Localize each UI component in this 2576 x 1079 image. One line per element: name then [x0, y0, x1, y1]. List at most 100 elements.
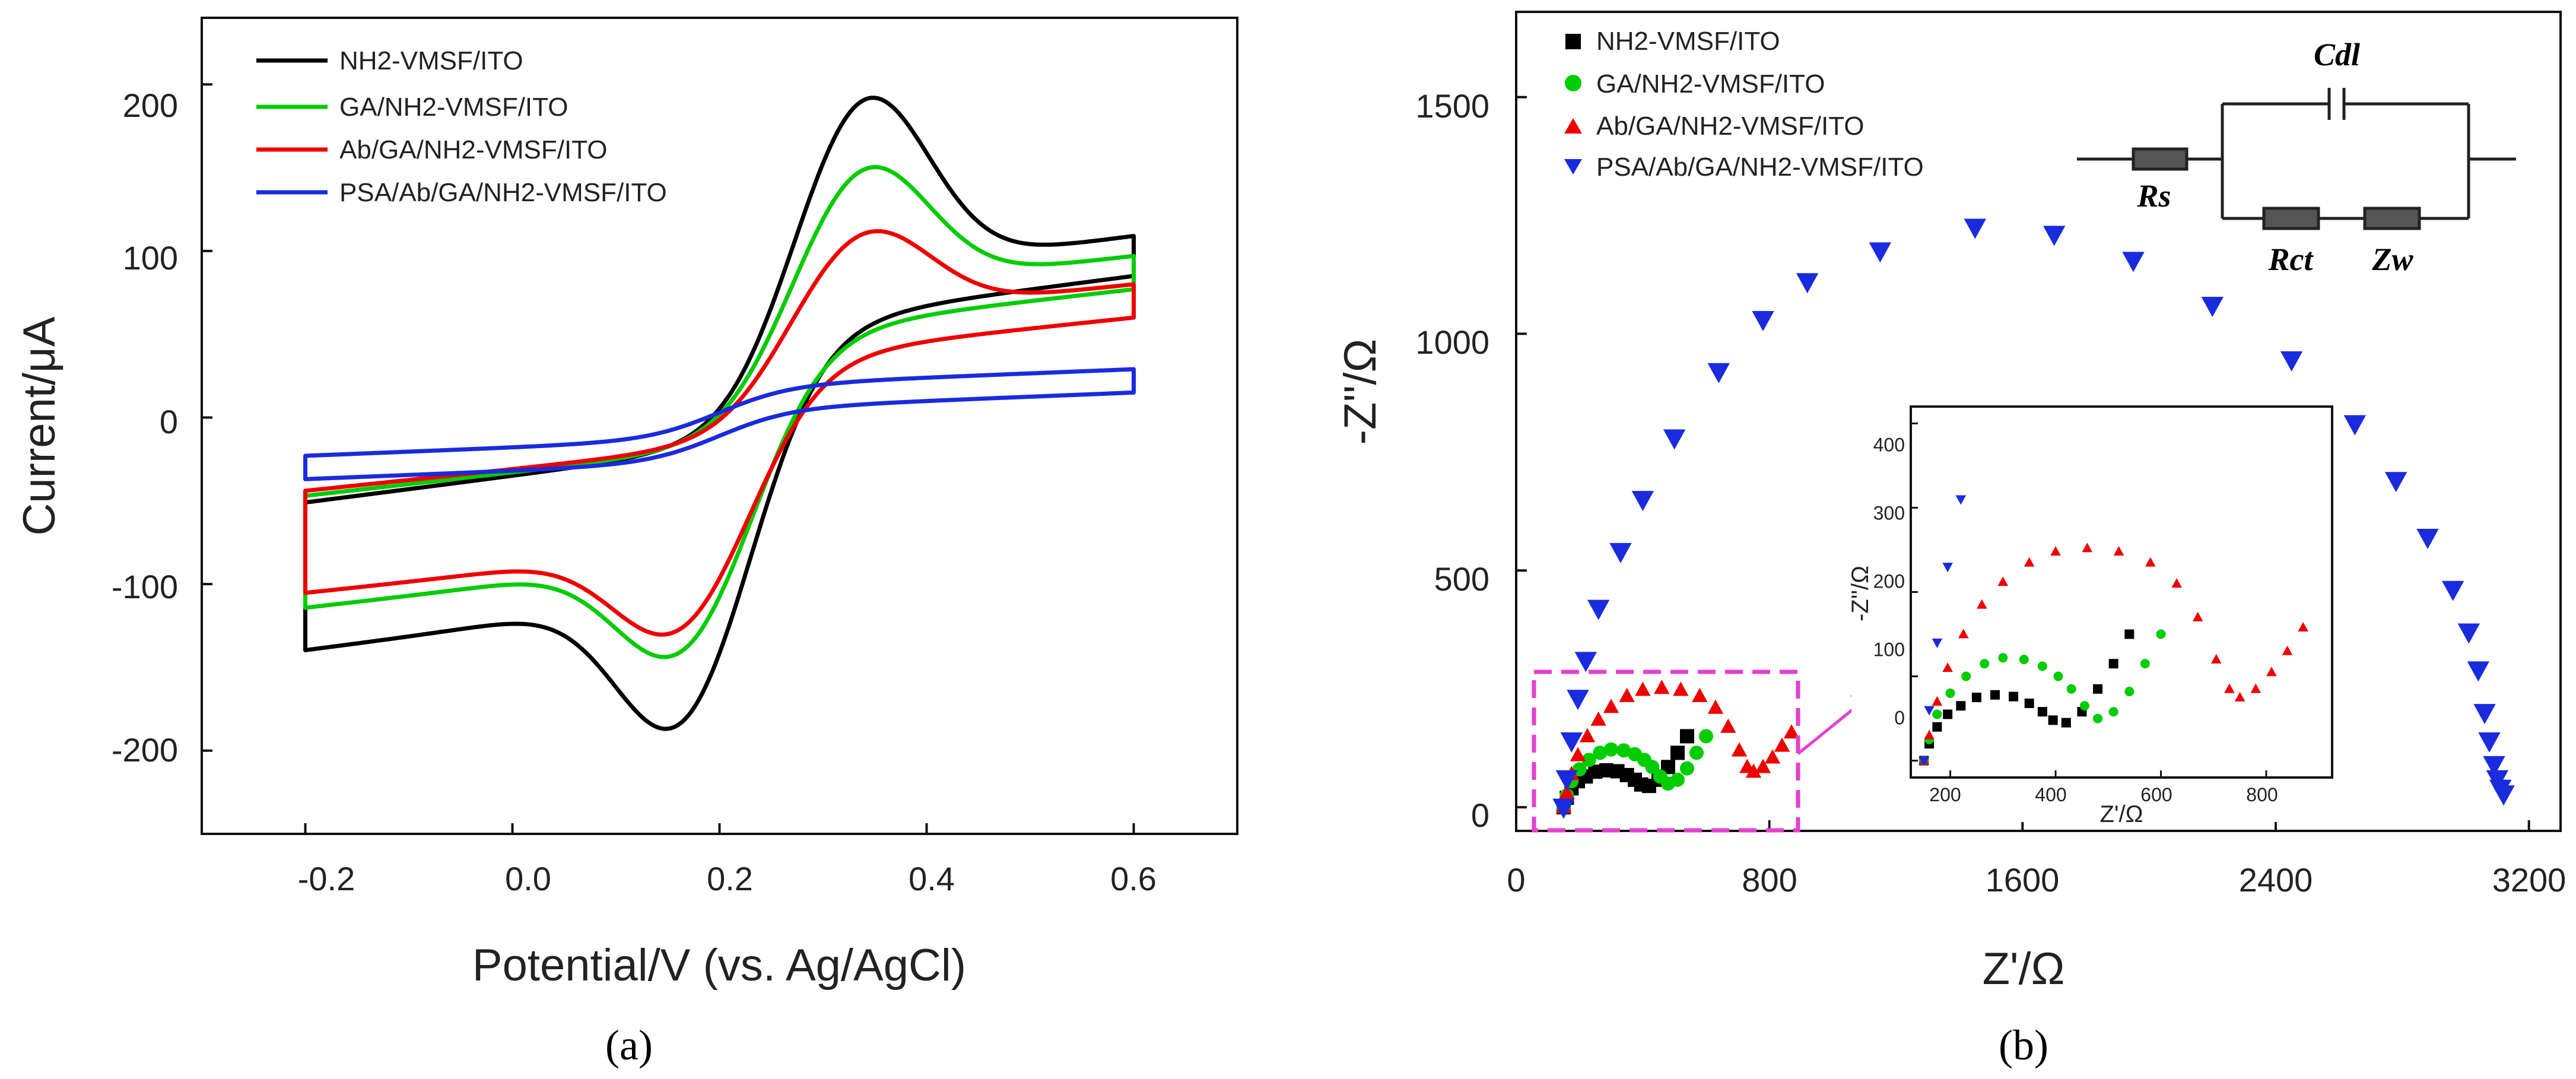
b-legend: NH2-VMSF/ITO GA/NH2-VMSF/ITO Ab/GA/NH2-V…: [1564, 27, 1924, 182]
b-legend-marker-square: [1565, 34, 1581, 49]
b-zoom-arrow: [1797, 702, 1862, 755]
inset-point-series-3: [1958, 629, 1969, 639]
b-xtick: 2400: [2239, 861, 2313, 899]
inset-point-series-3: [2224, 683, 2235, 693]
inset-point-series-2: [2108, 707, 2118, 717]
b-xtick: 3200: [2492, 861, 2567, 899]
b-legend-marker-triangle: [1564, 118, 1582, 134]
inset-point-series-3: [2298, 621, 2308, 631]
inset-point-series-1: [1971, 693, 1981, 703]
inset-point-series-3: [2250, 683, 2261, 693]
a-ytick: 0: [160, 403, 178, 440]
b-point-series-3: [1654, 680, 1670, 694]
inset-point-series-4: [1924, 706, 1935, 716]
inset-point-series-2: [2037, 661, 2047, 671]
a-ytick: 200: [123, 87, 178, 124]
b-ylabel: -Z''/Ω: [1335, 339, 1386, 445]
b-xlabel: Z'/Ω: [1983, 944, 2065, 994]
b-inset: 200 400 600 800 0 100 200 300 400 Z'/Ω -…: [1847, 392, 2333, 827]
b-point-series-4: [2467, 661, 2490, 682]
b-point-series-1: [1680, 729, 1694, 744]
b-point-series-4: [1752, 311, 1774, 332]
b-point-series-3: [1590, 711, 1606, 726]
inset-point-series-1: [1956, 701, 1966, 711]
a-cv-curve-3: [303, 229, 1136, 637]
b-point-series-3: [1603, 699, 1619, 713]
inset-point-series-3: [1977, 599, 1987, 609]
b-point-series-3: [1619, 687, 1635, 702]
inset-xtick: 200: [1929, 784, 1961, 805]
b-point-series-4: [2483, 756, 2505, 776]
b-point-series-2: [1581, 753, 1596, 767]
b-point-series-1: [1670, 745, 1685, 760]
inset-ytick: 400: [1873, 434, 1905, 455]
b-legend-marker-triangle-down: [1564, 159, 1582, 174]
inset-xtick: 600: [2140, 784, 2172, 805]
inset-point-series-1: [1990, 690, 2000, 700]
inset-point-series-2: [1961, 671, 1971, 681]
inset-point-series-1: [2037, 707, 2047, 717]
inset-point-series-2: [1980, 659, 1990, 669]
b-point-series-2: [1593, 745, 1608, 760]
b-legend-label: GA/NH2-VMSF/ITO: [1596, 69, 1825, 99]
circuit-label-rs: Rs: [2136, 178, 2171, 214]
b-ytick: 1500: [1415, 87, 1489, 125]
inset-point-series-1: [2048, 715, 2058, 725]
a-xtick: 0.4: [909, 860, 955, 897]
inset-point-series-1: [2124, 629, 2135, 639]
a-xtick: 0.0: [505, 860, 551, 897]
inset-ytick: 100: [1873, 639, 1905, 660]
b-point-series-4: [2492, 785, 2515, 806]
inset-ytick: 300: [1873, 502, 1905, 523]
b-point-series-4: [2384, 472, 2407, 493]
b-point-series-4: [1609, 542, 1632, 563]
b-legend-label: PSA/Ab/GA/NH2-VMSF/ITO: [1596, 153, 1924, 182]
a-ylabel: Current/μA: [14, 316, 65, 535]
b-point-series-3: [1764, 749, 1781, 764]
inset-point-series-2: [1998, 653, 2008, 663]
inset-point-series-1: [1943, 709, 1953, 719]
b-legend-label: Ab/GA/NH2-VMSF/ITO: [1596, 112, 1864, 141]
inset-point-series-2: [2156, 629, 2166, 639]
inset-point-series-3: [2282, 645, 2293, 655]
b-point-series-4: [2441, 580, 2464, 601]
inset-point-series-3: [2210, 653, 2222, 664]
b-point-series-3: [1707, 699, 1724, 714]
circuit-label-rct: Rct: [2268, 242, 2314, 277]
b-point-series-2: [1689, 745, 1704, 760]
a-ytick: 100: [123, 239, 178, 277]
inset-point-series-3: [1942, 662, 1953, 672]
inset-point-series-2: [2019, 655, 2029, 665]
b-point-series-4: [1555, 770, 1578, 791]
b-point-series-2: [1645, 760, 1660, 775]
inset-point-series-4: [1932, 638, 1943, 648]
b-point-series-4: [2043, 226, 2066, 246]
inset-point-series-2: [2124, 687, 2135, 697]
b-xtick: 800: [1742, 861, 1797, 899]
inset-point-series-3: [1997, 576, 2009, 586]
b-point-series-4: [1552, 798, 1575, 819]
inset-point-series-3: [2171, 578, 2182, 588]
b-point-series-3: [1579, 728, 1596, 742]
inset-point-series-1: [2093, 684, 2103, 694]
b-point-series-4: [2201, 297, 2224, 318]
b-point-series-4: [2343, 415, 2367, 436]
inset-xtick: 400: [2035, 784, 2066, 805]
inset-point-series-4: [1918, 756, 1929, 766]
b-point-series-3: [1559, 785, 1575, 799]
b-point-series-4: [1796, 273, 1819, 294]
inset-point-series-3: [2024, 557, 2035, 567]
b-point-series-2: [1604, 742, 1618, 757]
equivalent-circuit: [2077, 88, 2516, 230]
b-ytick: 0: [1471, 796, 1489, 834]
b-point-series-4: [2416, 528, 2439, 549]
b-point-series-4: [1574, 652, 1597, 672]
inset-point-series-3: [2234, 691, 2245, 702]
b-point-series-3: [1673, 681, 1689, 696]
inset-point-series-2: [2079, 701, 2089, 711]
b-point-series-2: [1670, 772, 1685, 787]
inset-point-series-2: [1945, 688, 1955, 698]
inset-point-series-3: [1932, 696, 1943, 706]
panel-b-frame: [1515, 11, 2562, 832]
